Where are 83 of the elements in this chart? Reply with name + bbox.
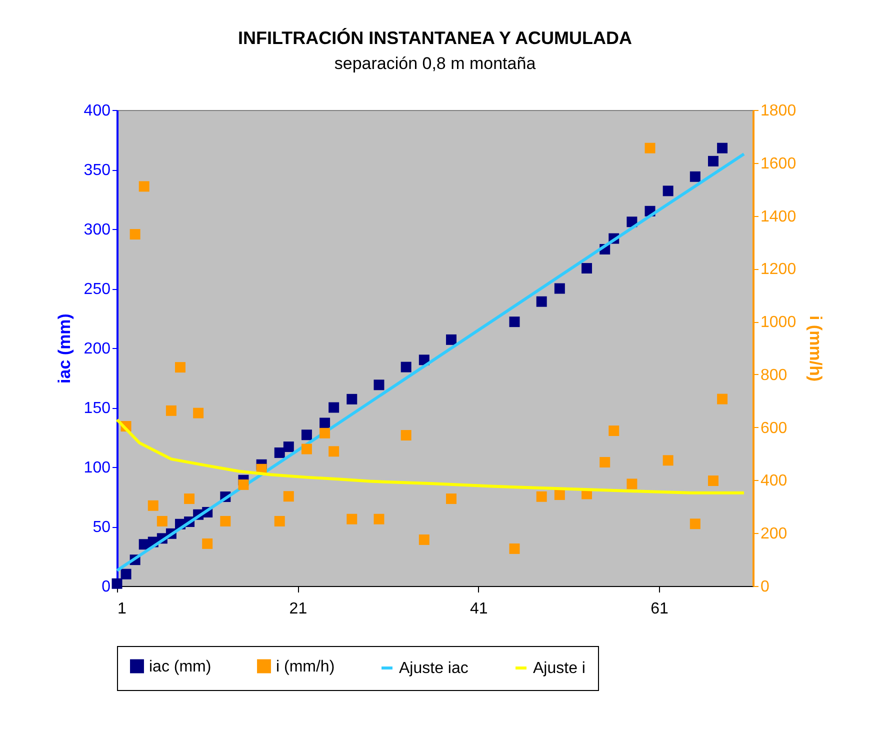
point [202,538,213,549]
y2-tick-label: 200 [760,526,788,543]
point [156,516,168,526]
point [626,478,638,490]
point [708,476,718,486]
point [374,514,384,524]
point [690,171,700,182]
y-tick-label: 100 [84,460,111,476]
point [220,516,231,526]
y-axis-title: iac (mm) [54,314,74,384]
point [166,405,176,416]
point [238,479,249,490]
point [717,394,728,404]
y-tick-label: 250 [84,281,111,298]
y-tick-label: 300 [84,222,111,238]
point [346,514,358,524]
y-tick-label: 50 [92,519,111,536]
point [374,380,384,390]
point [320,428,330,438]
point [274,516,285,526]
point [120,568,132,580]
legend-label: iac (mm) [149,658,212,676]
y2-axis-title: i (mm/h) [806,315,826,382]
point [582,263,592,274]
point [554,283,565,294]
y2-tick-label: 800 [760,366,788,384]
y2-tick-label: 400 [760,472,788,490]
point [400,430,412,441]
point [446,334,457,345]
point [509,316,520,328]
y-tick-label: 350 [84,162,111,179]
point [283,442,294,452]
chart-title: INFILTRACIÓN INSTANTANEA Y ACUMULADA [238,28,632,48]
point [509,543,520,554]
point [608,426,620,436]
line-series [116,152,746,572]
point [301,430,312,440]
point [346,394,358,404]
point [536,491,547,502]
point [320,418,330,428]
point [708,156,718,166]
point [184,493,195,504]
y2-tick-label: 600 [760,420,788,437]
point [112,578,122,589]
point [193,408,204,418]
y2-tick-label: 1200 [760,261,796,278]
point [536,296,547,307]
point [600,456,610,468]
legend-label: Ajuste i [533,660,586,677]
y2-tick-label: 1600 [760,155,796,172]
legend-label: i (mm/h) [276,658,335,676]
chart-subtitle: separación 0,8 m montaña [334,54,536,73]
x-tick-label: 41 [470,600,488,618]
point [554,490,565,500]
y2-tick-label: 1800 [760,102,796,120]
y-tick-label: 400 [84,102,111,120]
point [283,491,294,502]
point [138,181,150,192]
point [130,229,140,240]
point [717,142,728,154]
x-tick-label: 21 [289,600,308,618]
point [662,455,674,466]
point [274,447,285,458]
x-tick-label: 61 [650,600,669,618]
point [690,518,700,530]
y-tick-label: 0 [102,578,111,596]
y2-tick-label: 1000 [760,314,796,332]
point [301,444,312,454]
y-tick-label: 150 [84,400,111,417]
y2-tick-label: 1400 [760,208,796,226]
x-tick-label: 1 [118,600,126,618]
y2-tick-label: 0 [760,578,770,596]
point [418,534,430,545]
point [662,186,674,196]
point [328,446,340,457]
point [148,500,158,511]
legend-label: Ajuste iac [399,660,468,677]
y-tick-label: 200 [84,340,111,358]
point [174,362,186,373]
point [400,362,412,372]
point [446,493,457,504]
point [328,402,340,413]
point [644,142,656,154]
